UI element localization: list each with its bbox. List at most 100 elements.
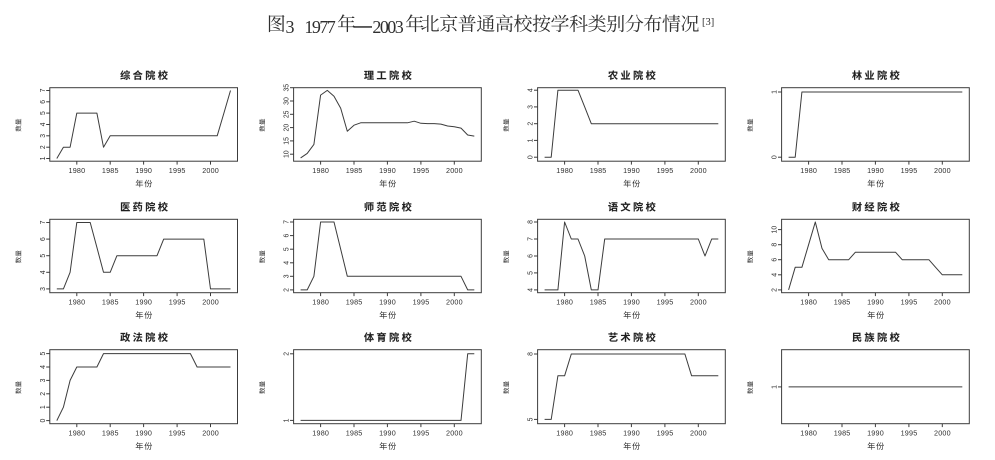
- svg-text:1990: 1990: [867, 166, 884, 175]
- svg-text:3: 3: [40, 134, 47, 138]
- svg-text:1995: 1995: [657, 429, 674, 438]
- svg-text:7: 7: [40, 220, 47, 224]
- svg-text:1990: 1990: [135, 298, 152, 307]
- svg-text:5: 5: [40, 254, 47, 258]
- svg-text:2: 2: [772, 288, 779, 292]
- svg-text:2000: 2000: [934, 166, 951, 175]
- svg-text:4: 4: [284, 261, 291, 265]
- svg-text:1980: 1980: [69, 429, 86, 438]
- svg-text:2: 2: [284, 288, 291, 292]
- svg-text:7: 7: [528, 237, 535, 241]
- svg-text:5: 5: [528, 417, 535, 421]
- svg-text:1995: 1995: [901, 298, 918, 307]
- svg-text:8: 8: [528, 220, 535, 224]
- svg-text:1980: 1980: [312, 429, 329, 438]
- svg-text:4: 4: [772, 273, 779, 277]
- svg-text:6: 6: [40, 100, 47, 104]
- svg-text:2: 2: [284, 352, 291, 356]
- svg-text:1985: 1985: [834, 429, 851, 438]
- svg-text:1980: 1980: [312, 298, 329, 307]
- svg-text:1980: 1980: [800, 166, 817, 175]
- svg-text:1995: 1995: [657, 166, 674, 175]
- svg-text:7: 7: [284, 220, 291, 224]
- svg-text:1980: 1980: [556, 166, 573, 175]
- svg-text:1995: 1995: [413, 298, 430, 307]
- svg-text:20: 20: [284, 124, 291, 132]
- svg-text:6: 6: [284, 234, 291, 238]
- svg-text:2000: 2000: [446, 429, 463, 438]
- svg-text:8: 8: [772, 243, 779, 247]
- svg-text:1980: 1980: [69, 166, 86, 175]
- svg-text:4: 4: [40, 270, 47, 274]
- svg-text:1: 1: [40, 156, 47, 160]
- svg-text:4: 4: [40, 122, 47, 126]
- svg-text:1990: 1990: [379, 166, 396, 175]
- svg-text:2: 2: [528, 122, 535, 126]
- svg-text:0: 0: [772, 155, 779, 159]
- svg-text:1: 1: [284, 418, 291, 422]
- svg-text:10: 10: [284, 150, 291, 158]
- svg-text:4: 4: [528, 288, 535, 292]
- svg-text:2000: 2000: [446, 298, 463, 307]
- svg-text:3: 3: [284, 274, 291, 278]
- svg-text:8: 8: [528, 352, 535, 356]
- svg-text:1977: 1977: [304, 17, 335, 37]
- svg-text:1995: 1995: [169, 429, 186, 438]
- svg-text:4: 4: [40, 365, 47, 369]
- svg-text:1985: 1985: [590, 298, 607, 307]
- svg-text:2000: 2000: [202, 429, 219, 438]
- svg-text:1985: 1985: [590, 166, 607, 175]
- svg-text:3: 3: [528, 105, 535, 109]
- svg-text:1995: 1995: [901, 429, 918, 438]
- svg-text:1985: 1985: [834, 166, 851, 175]
- svg-text:35: 35: [284, 84, 291, 92]
- svg-text:[3]: [3]: [702, 17, 714, 28]
- svg-text:5: 5: [284, 247, 291, 251]
- svg-text:1980: 1980: [800, 298, 817, 307]
- svg-text:2000: 2000: [690, 166, 707, 175]
- svg-text:1995: 1995: [413, 166, 430, 175]
- svg-text:1995: 1995: [901, 166, 918, 175]
- svg-text:1990: 1990: [623, 298, 640, 307]
- svg-text:2000: 2000: [934, 429, 951, 438]
- svg-text:1985: 1985: [834, 298, 851, 307]
- svg-text:1990: 1990: [623, 429, 640, 438]
- svg-text:1980: 1980: [312, 166, 329, 175]
- svg-text:0: 0: [528, 155, 535, 159]
- svg-text:1: 1: [40, 405, 47, 409]
- svg-text:1980: 1980: [69, 298, 86, 307]
- svg-text:6: 6: [528, 254, 535, 258]
- svg-text:7: 7: [40, 88, 47, 92]
- svg-text:2000: 2000: [202, 298, 219, 307]
- svg-text:0: 0: [40, 419, 47, 423]
- svg-text:3: 3: [286, 17, 295, 37]
- svg-text:1995: 1995: [169, 298, 186, 307]
- svg-text:5: 5: [528, 271, 535, 275]
- svg-text:1990: 1990: [867, 298, 884, 307]
- svg-text:2000: 2000: [690, 429, 707, 438]
- svg-text:1985: 1985: [590, 429, 607, 438]
- svg-text:2003: 2003: [372, 17, 403, 37]
- svg-text:3: 3: [40, 287, 47, 291]
- svg-text:6: 6: [772, 258, 779, 262]
- svg-text:2000: 2000: [934, 298, 951, 307]
- svg-text:1995: 1995: [169, 166, 186, 175]
- svg-text:1990: 1990: [867, 429, 884, 438]
- svg-text:1985: 1985: [102, 166, 119, 175]
- svg-text:5: 5: [40, 352, 47, 356]
- svg-text:1985: 1985: [102, 429, 119, 438]
- svg-text:1985: 1985: [346, 166, 363, 175]
- svg-text:1990: 1990: [379, 298, 396, 307]
- svg-text:4: 4: [528, 88, 535, 92]
- svg-text:2000: 2000: [690, 298, 707, 307]
- svg-text:2: 2: [40, 145, 47, 149]
- svg-text:30: 30: [284, 97, 291, 105]
- svg-text:2000: 2000: [202, 166, 219, 175]
- svg-text:1995: 1995: [657, 298, 674, 307]
- svg-text:1: 1: [772, 385, 779, 389]
- svg-text:1980: 1980: [556, 429, 573, 438]
- svg-text:1985: 1985: [346, 429, 363, 438]
- svg-text:25: 25: [284, 110, 291, 118]
- svg-text:2: 2: [40, 392, 47, 396]
- svg-text:3: 3: [40, 378, 47, 382]
